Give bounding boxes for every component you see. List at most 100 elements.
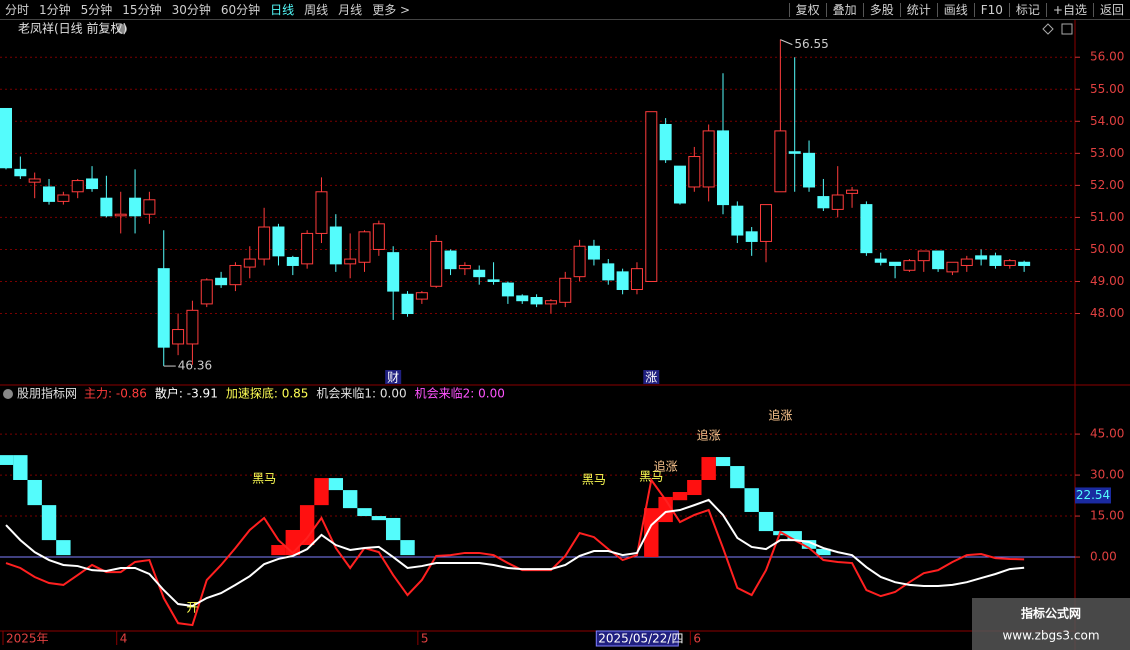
signal-bar — [400, 540, 415, 556]
signal-bar — [13, 455, 28, 480]
signal-annotation: 追涨 — [654, 459, 678, 474]
candle-body — [544, 300, 557, 305]
menu-item[interactable]: 叠加 — [825, 3, 863, 17]
indicator-value: 机会来临2: 0.00 — [415, 387, 505, 401]
candle-body — [200, 279, 213, 305]
candle-body — [315, 191, 328, 234]
candle-body — [458, 264, 471, 270]
menu-item[interactable]: 1分钟 — [39, 3, 71, 17]
event-marker: 财 — [387, 371, 399, 385]
menu-item[interactable]: 日线 — [270, 3, 295, 17]
y-tick-label: 0.00 — [1090, 550, 1117, 564]
y-tick-label: 51.00 — [1090, 210, 1124, 224]
menu-item[interactable]: 画线 — [936, 3, 974, 17]
candle-body — [587, 245, 600, 260]
indicator-value: 加速探底: 0.85 — [226, 386, 309, 401]
candle-body — [129, 197, 142, 217]
candle-body — [229, 264, 242, 286]
candle-body — [745, 231, 758, 242]
menu-item[interactable]: 复权 — [788, 3, 826, 17]
candle-body — [774, 130, 787, 193]
signal-bar — [56, 540, 71, 556]
candle-body — [1003, 260, 1016, 266]
candle-body — [57, 194, 70, 202]
x-tick-label: 4 — [120, 632, 128, 646]
candle-body — [760, 204, 773, 242]
candle-body — [444, 250, 457, 270]
y-tick-label: 30.00 — [1090, 468, 1124, 482]
menu-item[interactable]: +自选 — [1045, 3, 1093, 17]
candle-body — [702, 130, 715, 188]
candle-body — [329, 226, 342, 265]
candle-body — [71, 180, 84, 193]
toolbar: 分时 1分钟 5分钟 15分钟 30分钟 60分钟 日线 周线 月线 更多 > 复权 叠加 多股 统计 画线… — [0, 0, 1130, 20]
menu-item[interactable]: 统计 — [899, 3, 937, 17]
signal-bar — [357, 508, 372, 517]
candle-body — [0, 107, 12, 169]
candle-body — [946, 261, 959, 273]
candle-body — [243, 258, 256, 268]
signal-bar — [27, 479, 42, 506]
candle-body — [530, 297, 543, 305]
candle-body — [487, 279, 500, 282]
last-value-box — [1075, 487, 1111, 504]
menu-item[interactable]: 周线 — [304, 3, 329, 17]
candle-body — [659, 124, 672, 161]
cursor-label: 2025/05/22/四 — [598, 632, 683, 646]
candle-body — [358, 231, 371, 263]
signal-annotation: 黑马 — [252, 472, 276, 486]
extreme-label: 46.36 — [178, 359, 212, 373]
candle-body — [372, 223, 385, 250]
signal-bar — [0, 455, 14, 465]
signal-annotation: 追涨 — [697, 428, 721, 443]
signal-bar — [299, 505, 315, 546]
menu-item[interactable]: 15分钟 — [122, 3, 162, 17]
candle-body — [688, 156, 701, 188]
candle-body — [14, 168, 27, 177]
indicator-title: 股朋指标网 — [17, 386, 77, 401]
candle-body — [717, 130, 729, 206]
y-tick-label: 52.00 — [1090, 178, 1124, 192]
candle-body — [788, 151, 801, 154]
menu-item[interactable]: F10 — [973, 3, 1009, 17]
x-tick-label: 2025年 — [6, 632, 49, 646]
title-icon — [117, 24, 127, 34]
indicator-line — [5, 477, 1025, 627]
indicator-value: 散户: -3.91 — [155, 386, 218, 401]
signal-bar — [385, 517, 401, 541]
candle-body — [100, 197, 113, 217]
signal-annotation: 追涨 — [768, 408, 792, 423]
menu-item[interactable]: 5分钟 — [80, 3, 113, 17]
watermark-url: www.zbgs3.com — [1002, 629, 1099, 643]
menu-item[interactable]: 更多 > — [372, 3, 411, 17]
signal-annotation: 黑马 — [582, 472, 606, 486]
candle-body — [573, 245, 586, 278]
cursor-label-box — [595, 630, 679, 647]
signal-bar — [271, 545, 286, 556]
menu-item[interactable]: 30分钟 — [171, 3, 211, 17]
candle-body — [917, 250, 930, 262]
menu-item[interactable]: 标记 — [1008, 3, 1046, 17]
candle-body — [143, 199, 156, 215]
panel-icon — [1061, 23, 1073, 35]
indicator-value: 机会来临1: 0.00 — [316, 387, 406, 401]
candle-body — [114, 213, 127, 217]
signal-bar — [787, 531, 802, 541]
menu-item[interactable]: 月线 — [338, 3, 363, 17]
signal-annotation: 黑马 — [639, 469, 663, 483]
candle-body — [1018, 261, 1031, 266]
diamond-icon — [1042, 23, 1054, 35]
candle-body — [989, 255, 1002, 266]
menu-item[interactable]: 分时 — [5, 3, 30, 17]
signal-bar — [701, 457, 716, 480]
signal-bar — [41, 505, 57, 541]
menu-item[interactable]: 返回 — [1092, 3, 1130, 17]
candle-body — [272, 226, 285, 257]
candle-body — [889, 261, 902, 266]
candle-body — [186, 309, 199, 345]
candle-body — [960, 258, 973, 266]
menu-item[interactable]: 60分钟 — [220, 3, 261, 17]
menu-item[interactable]: 多股 — [862, 3, 900, 17]
candle-body — [473, 269, 486, 278]
watermark-title: 指标公式网 — [1021, 606, 1081, 621]
